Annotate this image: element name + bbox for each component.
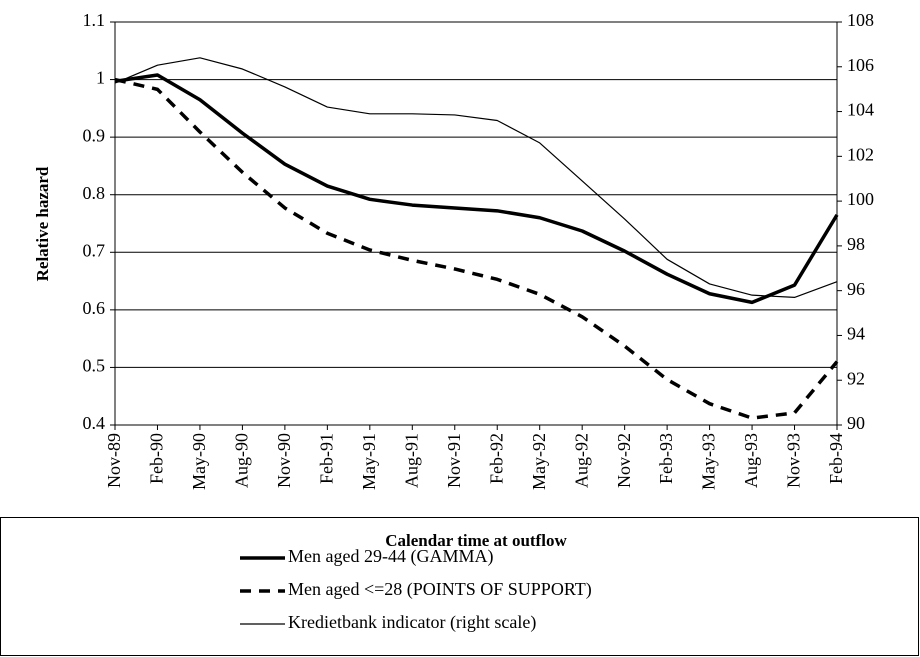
y2-tick-label: 92 bbox=[847, 368, 865, 388]
y2-tick-label: 102 bbox=[847, 144, 874, 164]
x-tick-label: Aug-93 bbox=[741, 433, 761, 488]
x-tick-label: Aug-91 bbox=[401, 433, 421, 488]
y-tick-label: 0.5 bbox=[83, 356, 106, 376]
y2-tick-label: 90 bbox=[847, 413, 865, 433]
plot-frame bbox=[114, 21, 838, 426]
x-tick-label: Feb-94 bbox=[826, 433, 846, 484]
y-tick-label: 0.9 bbox=[83, 125, 106, 145]
y-tick-label: 1.1 bbox=[83, 10, 106, 30]
x-tick-label: Feb-91 bbox=[316, 433, 336, 484]
x-tick-label: Nov-90 bbox=[274, 433, 294, 488]
x-tick-label: Nov-93 bbox=[784, 433, 804, 488]
series-line bbox=[114, 73, 839, 305]
y-tick-label: 0.8 bbox=[83, 183, 106, 203]
y-tick-label: 0.6 bbox=[83, 298, 106, 318]
y-tick-label: 1 bbox=[96, 68, 105, 88]
y2-tick-label: 108 bbox=[847, 10, 874, 30]
y-axis-label: Relative hazard bbox=[33, 166, 52, 281]
x-tick-label: May-91 bbox=[359, 433, 379, 490]
x-tick-label: May-90 bbox=[189, 433, 209, 490]
y2-tick-label: 98 bbox=[847, 234, 865, 254]
y-tick-label: 0.7 bbox=[83, 240, 106, 260]
series-line bbox=[114, 77, 839, 420]
legend-label: Men aged 29-44 (GAMMA) bbox=[288, 546, 493, 567]
x-tick-label: Aug-90 bbox=[232, 433, 252, 488]
legend-label: Men aged <=28 (POINTS OF SUPPORT) bbox=[288, 579, 592, 600]
x-tick-label: Feb-90 bbox=[147, 433, 167, 484]
x-tick-label: Nov-89 bbox=[104, 433, 124, 488]
x-tick-label: May-93 bbox=[699, 433, 719, 490]
x-tick-label: May-92 bbox=[529, 433, 549, 490]
y2-tick-label: 106 bbox=[847, 55, 874, 75]
x-tick-label: Nov-92 bbox=[614, 433, 634, 488]
y-tick-label: 0.4 bbox=[83, 413, 106, 433]
x-tick-label: Aug-92 bbox=[571, 433, 591, 488]
legend-box bbox=[0, 517, 919, 656]
y2-tick-label: 94 bbox=[847, 324, 865, 344]
x-axis-label: Calendar time at outflow bbox=[385, 531, 567, 550]
x-tick-label: Feb-92 bbox=[486, 433, 506, 484]
y2-tick-label: 100 bbox=[847, 189, 874, 209]
series-line bbox=[114, 57, 838, 298]
x-tick-label: Nov-91 bbox=[444, 433, 464, 488]
y2-tick-label: 96 bbox=[847, 279, 865, 299]
x-tick-label: Feb-93 bbox=[656, 433, 676, 484]
legend-label: Kredietbank indicator (right scale) bbox=[288, 612, 536, 633]
y2-tick-label: 104 bbox=[847, 100, 874, 120]
